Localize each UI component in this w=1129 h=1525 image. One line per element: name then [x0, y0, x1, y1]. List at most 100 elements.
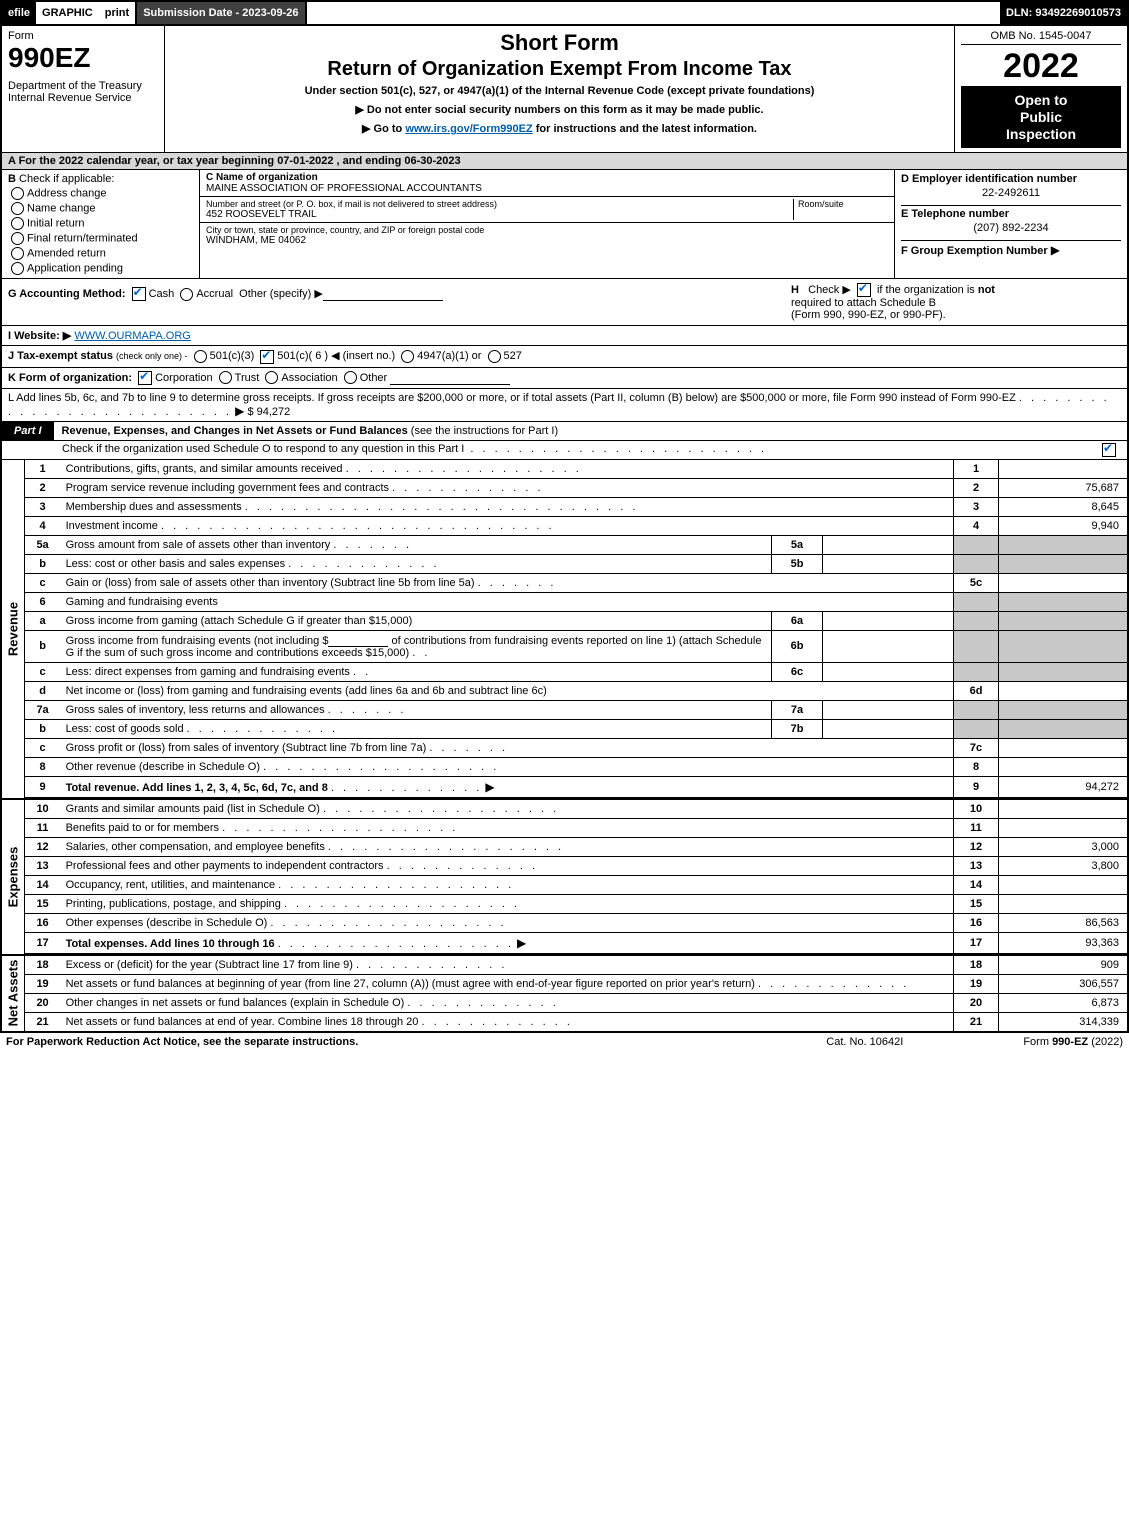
form-header: Form 990EZ Department of the Treasury In… — [0, 26, 1129, 153]
chk-other-org[interactable] — [344, 371, 357, 384]
j-501c3: 501(c)(3) — [210, 350, 255, 362]
street-value: 452 ROOSEVELT TRAIL — [206, 209, 793, 220]
j-4947: 4947(a)(1) or — [417, 350, 481, 362]
line-15: 15Printing, publications, postage, and s… — [25, 894, 1127, 913]
h-text4: (Form 990, 990-EZ, or 990-PF). — [791, 309, 946, 321]
city-value: WINDHAM, ME 04062 — [206, 235, 888, 246]
footer-catno: Cat. No. 10642I — [826, 1036, 903, 1048]
part-i-label: Part I — [2, 422, 54, 440]
i-label: I Website: ▶ — [8, 330, 71, 342]
dept-irs: Internal Revenue Service — [8, 92, 158, 104]
line-2: 2 Program service revenue including gove… — [25, 478, 1127, 497]
k-label: K Form of organization: — [8, 371, 132, 383]
block-cde: C Name of organization MAINE ASSOCIATION… — [200, 170, 1127, 278]
chk-527[interactable] — [488, 350, 501, 363]
line-12: 12Salaries, other compensation, and empl… — [25, 837, 1127, 856]
b-text: Check if applicable: — [19, 173, 114, 185]
inspection: Inspection — [965, 126, 1117, 143]
line-7c: c Gross profit or (loss) from sales of i… — [25, 738, 1127, 757]
revenue-table: 1 Contributions, gifts, grants, and simi… — [25, 460, 1127, 798]
line-6b: b Gross income from fundraising events (… — [25, 630, 1127, 662]
efile-label: efile — [2, 2, 36, 24]
revenue-section: Revenue 1 Contributions, gifts, grants, … — [0, 460, 1129, 798]
goto-post: for instructions and the latest informat… — [533, 123, 757, 135]
h-label: H — [791, 284, 799, 296]
chk-cash[interactable] — [132, 287, 146, 301]
part-i-dots: . . . . . . . . . . . . . . . . . . . . … — [470, 443, 767, 457]
dln-label: DLN: 93492269010573 — [1000, 2, 1127, 24]
net-assets-table: 18Excess or (deficit) for the year (Subt… — [25, 956, 1127, 1031]
h-text3: required to attach Schedule B — [791, 297, 936, 309]
l-arrow: ▶ — [235, 404, 244, 418]
part-i-sub: Check if the organization used Schedule … — [62, 443, 464, 457]
chk-trust[interactable] — [219, 371, 232, 384]
chk-corporation[interactable] — [138, 371, 152, 385]
chk-schedule-b[interactable] — [857, 283, 871, 297]
k-other-input[interactable] — [390, 372, 510, 385]
header-left: Form 990EZ Department of the Treasury In… — [2, 26, 165, 152]
chk-association[interactable] — [265, 371, 278, 384]
chk-amended-return[interactable]: Amended return — [8, 247, 193, 260]
line-5b: b Less: cost or other basis and sales ex… — [25, 554, 1127, 573]
line-21: 21Net assets or fund balances at end of … — [25, 1012, 1127, 1031]
print-button[interactable]: print — [99, 2, 135, 24]
row-g-h: G Accounting Method: Cash Accrual Other … — [0, 279, 1129, 326]
line-6a: a Gross income from gaming (attach Sched… — [25, 611, 1127, 630]
chk-name-change[interactable]: Name change — [8, 202, 193, 215]
line-10: 10Grants and similar amounts paid (list … — [25, 800, 1127, 819]
chk-4947[interactable] — [401, 350, 414, 363]
c-city-row: City or town, state or province, country… — [200, 223, 894, 248]
header-right: OMB No. 1545-0047 2022 Open to Public In… — [954, 26, 1127, 152]
graphic-label: GRAPHIC — [36, 2, 99, 24]
g-other-input[interactable] — [323, 288, 443, 301]
line-5a: 5a Gross amount from sale of assets othe… — [25, 535, 1127, 554]
part-i-title: Revenue, Expenses, and Changes in Net As… — [54, 422, 1127, 440]
chk-initial-return[interactable]: Initial return — [8, 217, 193, 230]
form-word: Form — [8, 30, 158, 42]
goto-link[interactable]: www.irs.gov/Form990EZ — [405, 123, 532, 135]
chk-final-return[interactable]: Final return/terminated — [8, 232, 193, 245]
row-i: I Website: ▶ WWW.OURMAPA.ORG — [0, 326, 1129, 346]
c-street-row: Number and street (or P. O. box, if mail… — [200, 197, 894, 223]
street-label: Number and street (or P. O. box, if mail… — [206, 199, 793, 209]
chk-application-pending[interactable]: Application pending — [8, 262, 193, 275]
chk-accrual[interactable] — [180, 288, 193, 301]
line-17: 17Total expenses. Add lines 10 through 1… — [25, 932, 1127, 953]
line-5c: c Gain or (loss) from sale of assets oth… — [25, 573, 1127, 592]
ein-value: 22-2492611 — [901, 187, 1121, 199]
c-name-row: C Name of organization MAINE ASSOCIATION… — [200, 170, 894, 197]
sidebar-expenses: Expenses — [2, 800, 25, 954]
org-name: MAINE ASSOCIATION OF PROFESSIONAL ACCOUN… — [206, 183, 888, 194]
row-k: K Form of organization: Corporation Trus… — [0, 368, 1129, 389]
k-assoc: Association — [281, 371, 337, 383]
j-527: 527 — [504, 350, 522, 362]
public: Public — [965, 109, 1117, 126]
line-9: 9 Total revenue. Add lines 1, 2, 3, 4, 5… — [25, 776, 1127, 797]
sidebar-revenue: Revenue — [2, 460, 25, 798]
j-small: (check only one) - — [116, 351, 188, 361]
row-a-period: A For the 2022 calendar year, or tax yea… — [0, 153, 1129, 170]
block-b: B Check if applicable: Address change Na… — [2, 170, 200, 278]
k-corp: Corporation — [155, 371, 212, 383]
goto-line: ▶ Go to www.irs.gov/Form990EZ for instru… — [171, 122, 948, 135]
expenses-table: 10Grants and similar amounts paid (list … — [25, 800, 1127, 954]
line-18: 18Excess or (deficit) for the year (Subt… — [25, 956, 1127, 975]
l-text: L Add lines 5b, 6c, and 7b to line 9 to … — [8, 392, 1016, 404]
line-7a: 7a Gross sales of inventory, less return… — [25, 700, 1127, 719]
line-20: 20Other changes in net assets or fund ba… — [25, 993, 1127, 1012]
k-trust: Trust — [235, 371, 260, 383]
chk-address-change[interactable]: Address change — [8, 187, 193, 200]
row-j: J Tax-exempt status (check only one) - 5… — [0, 346, 1129, 367]
block-de: D Employer identification number 22-2492… — [895, 170, 1127, 278]
chk-schedule-o[interactable] — [1102, 443, 1116, 457]
chk-501c3[interactable] — [194, 350, 207, 363]
line-6d: d Net income or (loss) from gaming and f… — [25, 681, 1127, 700]
website-link[interactable]: WWW.OURMAPA.ORG — [74, 330, 191, 342]
title-short-form: Short Form — [171, 30, 948, 56]
chk-501c[interactable] — [260, 350, 274, 364]
g-accrual: Accrual — [196, 288, 233, 300]
footer-right: Form 990-EZ (2022) — [1023, 1036, 1123, 1048]
g-label: G Accounting Method: — [8, 288, 126, 300]
line-6c: c Less: direct expenses from gaming and … — [25, 662, 1127, 681]
line-1: 1 Contributions, gifts, grants, and simi… — [25, 460, 1127, 479]
